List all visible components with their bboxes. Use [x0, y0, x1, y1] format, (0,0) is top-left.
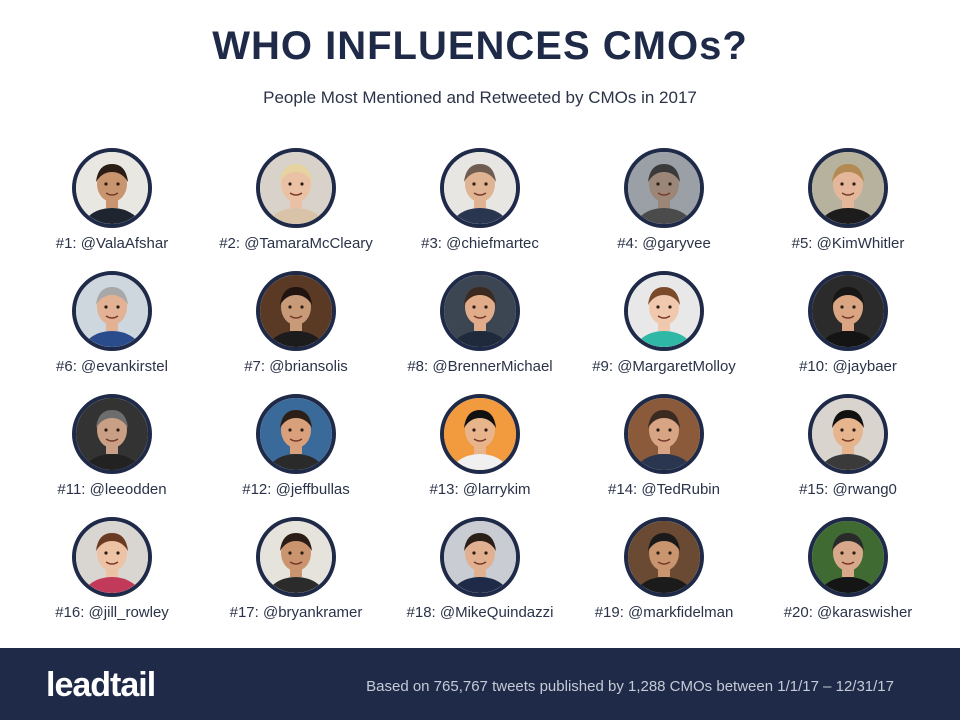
leadtail-logo: leadtail — [46, 666, 156, 705]
footer-bar: leadtail Based on 765,767 tweets publish… — [0, 648, 960, 720]
influencer-card: #1: @ValaAfshar — [20, 148, 204, 271]
influencer-handle: #12: @jeffbullas — [242, 481, 350, 498]
page-subtitle: People Most Mentioned and Retweeted by C… — [263, 88, 697, 107]
avatar — [72, 271, 152, 351]
influencer-handle: #10: @jaybaer — [799, 358, 897, 375]
avatar — [808, 148, 888, 228]
influencer-card: #17: @bryankramer — [204, 517, 388, 640]
influencer-card: #9: @MargaretMolloy — [572, 271, 756, 394]
influencer-handle: #15: @rwang0 — [799, 481, 897, 498]
influencer-grid: #1: @ValaAfshar #2: @TamaraMcCleary #3: @c… — [20, 148, 940, 640]
influencer-handle: #9: @MargaretMolloy — [592, 358, 736, 375]
avatar — [624, 517, 704, 597]
avatar — [256, 148, 336, 228]
influencer-card: #19: @markfidelman — [572, 517, 756, 640]
influencer-card: #3: @chiefmartec — [388, 148, 572, 271]
avatar — [440, 517, 520, 597]
influencer-handle: #4: @garyvee — [617, 235, 711, 252]
footer-note: Based on 765,767 tweets published by 1,2… — [366, 678, 894, 695]
influencer-card: #14: @TedRubin — [572, 394, 756, 517]
influencer-handle: #20: @karaswisher — [783, 604, 913, 621]
influencer-handle: #19: @markfidelman — [594, 604, 734, 621]
influencer-card: #6: @evankirstel — [20, 271, 204, 394]
influencer-handle: #11: @leeodden — [57, 481, 167, 498]
avatar — [808, 517, 888, 597]
influencer-handle: #1: @ValaAfshar — [55, 235, 169, 252]
influencer-handle: #17: @bryankramer — [229, 604, 363, 621]
influencer-handle: #7: @briansolis — [244, 358, 348, 375]
influencer-handle: #3: @chiefmartec — [421, 235, 539, 252]
influencer-card: #20: @karaswisher — [756, 517, 940, 640]
influencer-handle: #14: @TedRubin — [608, 481, 720, 498]
influencer-handle: #2: @TamaraMcCleary — [219, 235, 373, 252]
influencer-card: #15: @rwang0 — [756, 394, 940, 517]
influencer-card: #7: @briansolis — [204, 271, 388, 394]
influencer-card: #10: @jaybaer — [756, 271, 940, 394]
influencer-card: #16: @jill_rowley — [20, 517, 204, 640]
avatar — [72, 148, 152, 228]
avatar — [256, 394, 336, 474]
avatar — [72, 517, 152, 597]
avatar — [72, 394, 152, 474]
influencer-handle: #13: @larrykim — [429, 481, 531, 498]
logo-text: leadtail — [46, 666, 156, 704]
influencer-card: #12: @jeffbullas — [204, 394, 388, 517]
influencer-card: #5: @KimWhitler — [756, 148, 940, 271]
avatar — [440, 148, 520, 228]
influencer-handle: #5: @KimWhitler — [791, 235, 905, 252]
avatar — [624, 394, 704, 474]
influencer-card: #2: @TamaraMcCleary — [204, 148, 388, 271]
influencer-handle: #16: @jill_rowley — [55, 604, 169, 621]
influencer-handle: #8: @BrennerMichael — [407, 358, 553, 375]
avatar — [808, 271, 888, 351]
influencer-handle: #6: @evankirstel — [56, 358, 168, 375]
avatar — [256, 517, 336, 597]
avatar — [624, 148, 704, 228]
influencer-card: #8: @BrennerMichael — [388, 271, 572, 394]
avatar — [440, 271, 520, 351]
influencer-handle: #18: @MikeQuindazzi — [406, 604, 554, 621]
influencer-card: #13: @larrykim — [388, 394, 572, 517]
page-title: WHO INFLUENCES CMOs? — [212, 24, 748, 68]
avatar — [808, 394, 888, 474]
avatar — [624, 271, 704, 351]
influencer-card: #18: @MikeQuindazzi — [388, 517, 572, 640]
influencer-card: #4: @garyvee — [572, 148, 756, 271]
influencer-card: #11: @leeodden — [20, 394, 204, 517]
avatar — [256, 271, 336, 351]
avatar — [440, 394, 520, 474]
